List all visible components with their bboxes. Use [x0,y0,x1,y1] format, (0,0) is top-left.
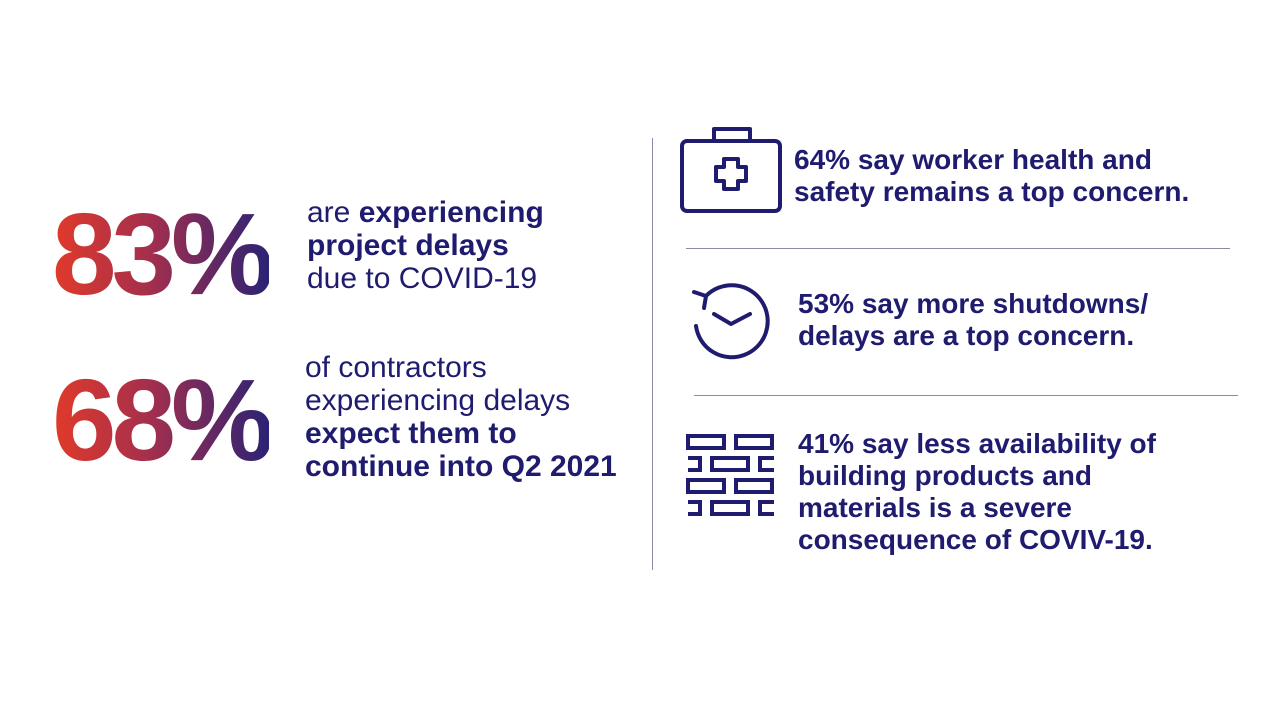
first-aid-kit-icon [680,125,784,215]
stat-83-line-1: are experiencing [307,196,544,229]
fact-3-line-1: 41% say less availability of [798,428,1156,459]
fact-building-products: 41% say less availability of building pr… [798,428,1156,556]
stat-68-description: of contractors experiencing delays expec… [305,351,617,483]
fact-1-line-2: safety remains a top concern. [794,176,1190,207]
stat-83-description: are experiencing project delays due to C… [307,196,544,295]
stat-83-line-2: project delays [307,229,509,262]
fact-3-line-4: consequence of COVIV-19. [798,524,1153,555]
stat-83-line-3: due to COVID-19 [307,262,538,295]
horizontal-divider-1 [686,248,1230,249]
fact-2-line-1: 53% say more shutdowns/ [798,288,1149,319]
stat-68-line-1: of contractors [305,351,487,384]
fact-worker-health: 64% say worker health and safety remains… [794,144,1189,208]
clock-icon [688,278,774,364]
fact-shutdowns: 53% say more shutdowns/ delays are a top… [798,288,1148,352]
stat-68-number: 68% [52,355,274,485]
bricks-icon [686,432,776,522]
stat-68-line-4: continue into Q2 2021 [305,450,617,483]
fact-3-line-2: building products and [798,460,1092,491]
fact-3-line-3: materials is a severe [798,492,1072,523]
vertical-divider [652,138,653,570]
stat-68-line-3: expect them to [305,417,517,450]
fact-1-line-1: 64% say worker health and [794,144,1152,175]
stat-68-line-2: experiencing delays [305,384,571,417]
fact-2-line-2: delays are a top concern. [798,320,1135,351]
horizontal-divider-2 [694,395,1238,396]
stat-83-number: 83% [52,189,274,319]
